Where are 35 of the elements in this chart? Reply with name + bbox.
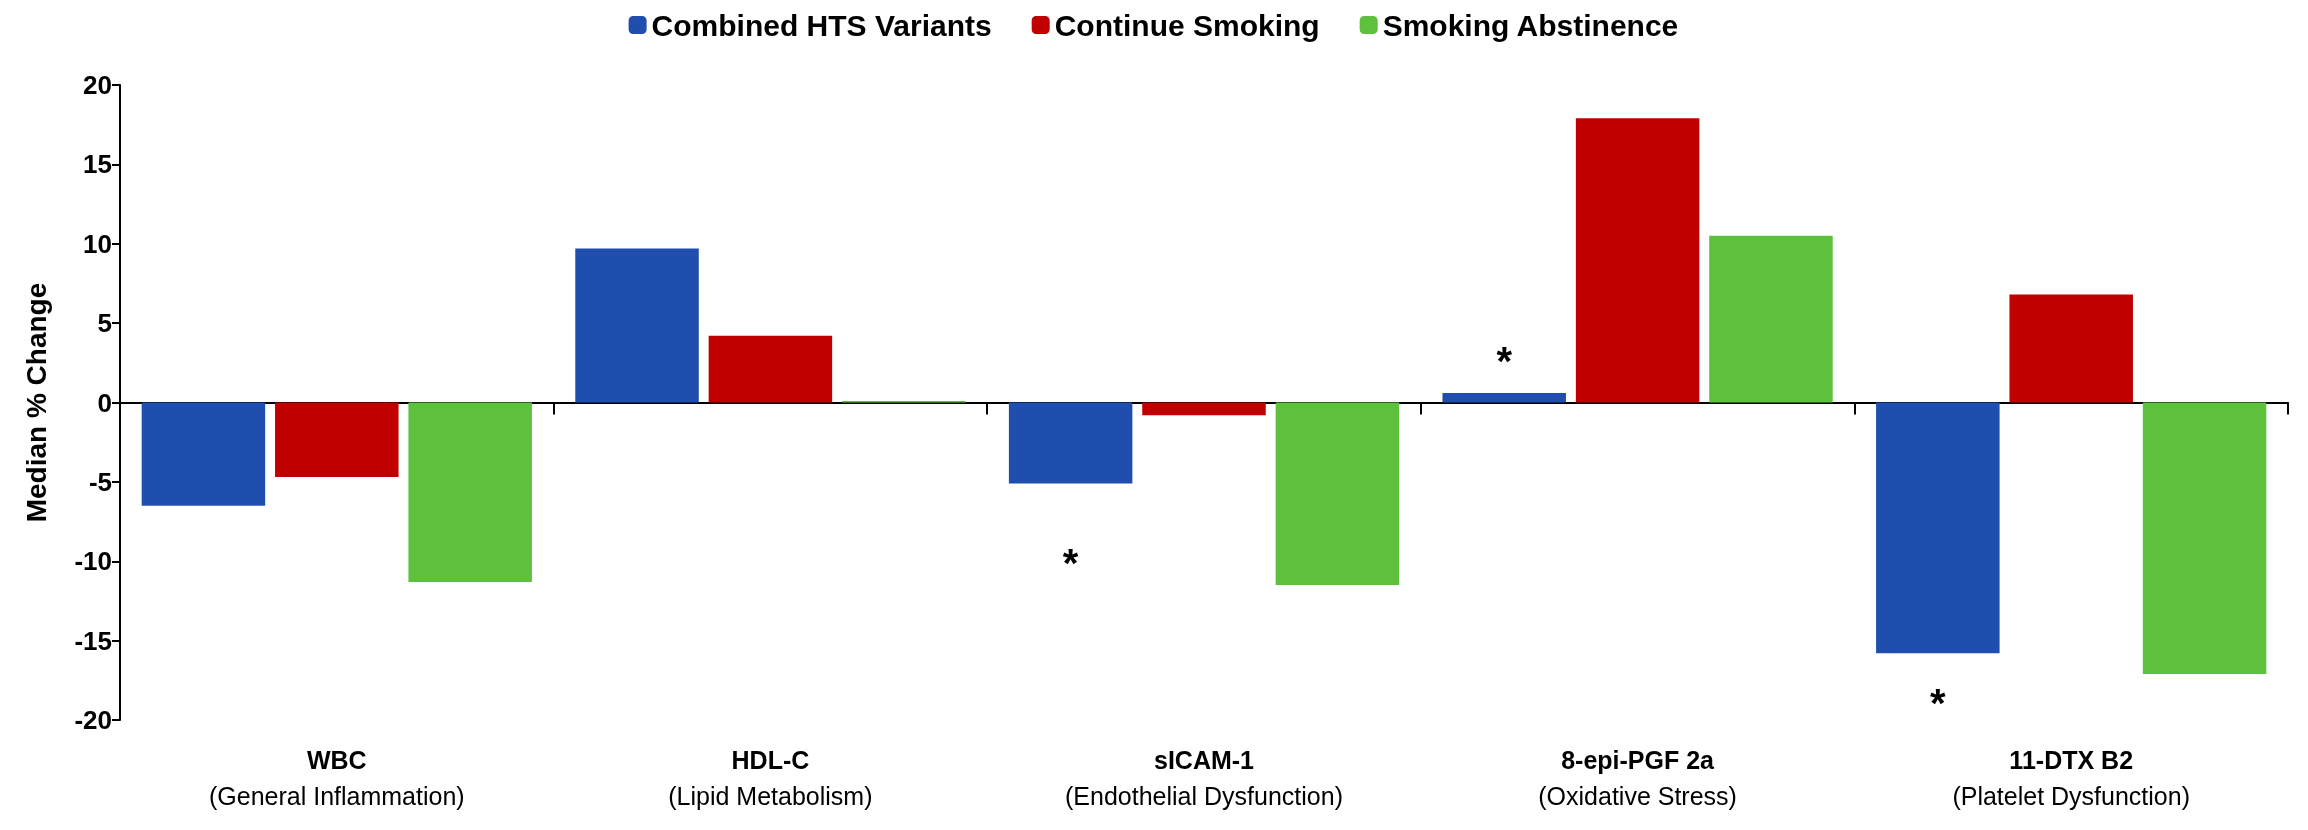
bar [275, 402, 399, 478]
y-axis-title: Median % Change [20, 282, 52, 523]
bar [1008, 402, 1133, 484]
y-tick-label: -20 [74, 705, 112, 735]
x-tick-label: HDL-C (Lipid Metabolism) [668, 746, 873, 810]
bar [408, 402, 532, 582]
bar [1442, 392, 1566, 403]
x-tick-label: WBC (General Inflammation) [208, 746, 465, 810]
y-tick-label: 0 [97, 387, 112, 418]
y-tick-label: -15 [74, 625, 112, 656]
x-tick-label: 11-DTX B2 (Platelet Dysfunction) [1952, 746, 2190, 810]
y-tick-label: 5 [97, 308, 112, 339]
x-tick-label: sICAM-1 (Endothelial Dysfunction) [1065, 746, 1343, 810]
y-tick-label: 15 [83, 149, 112, 180]
y-tick-label: 10 [83, 228, 112, 259]
y-tick-label: -5 [88, 466, 112, 497]
bar [1275, 402, 1400, 586]
legend-label: Smoking Abstinence [1382, 8, 1679, 42]
bar [2009, 294, 2133, 403]
bar [708, 335, 833, 403]
bar [2142, 402, 2267, 674]
bar [1709, 235, 1833, 403]
bar [1142, 402, 1266, 416]
legend-label: Combined HTS Variants [651, 8, 992, 42]
legend-label: Continue Smoking [1054, 8, 1320, 42]
annotation: * [1496, 338, 1513, 383]
annotation: * [1930, 681, 1947, 726]
annotation: * [1062, 541, 1079, 586]
bar [141, 402, 266, 506]
x-tick-label: 8-epi-PGF 2a (Oxidative Stress) [1538, 746, 1737, 810]
bar [1575, 118, 1700, 403]
y-tick-label: -10 [74, 546, 112, 577]
bar [575, 248, 699, 403]
bar [1876, 402, 2000, 654]
y-tick-label: 20 [83, 70, 112, 100]
